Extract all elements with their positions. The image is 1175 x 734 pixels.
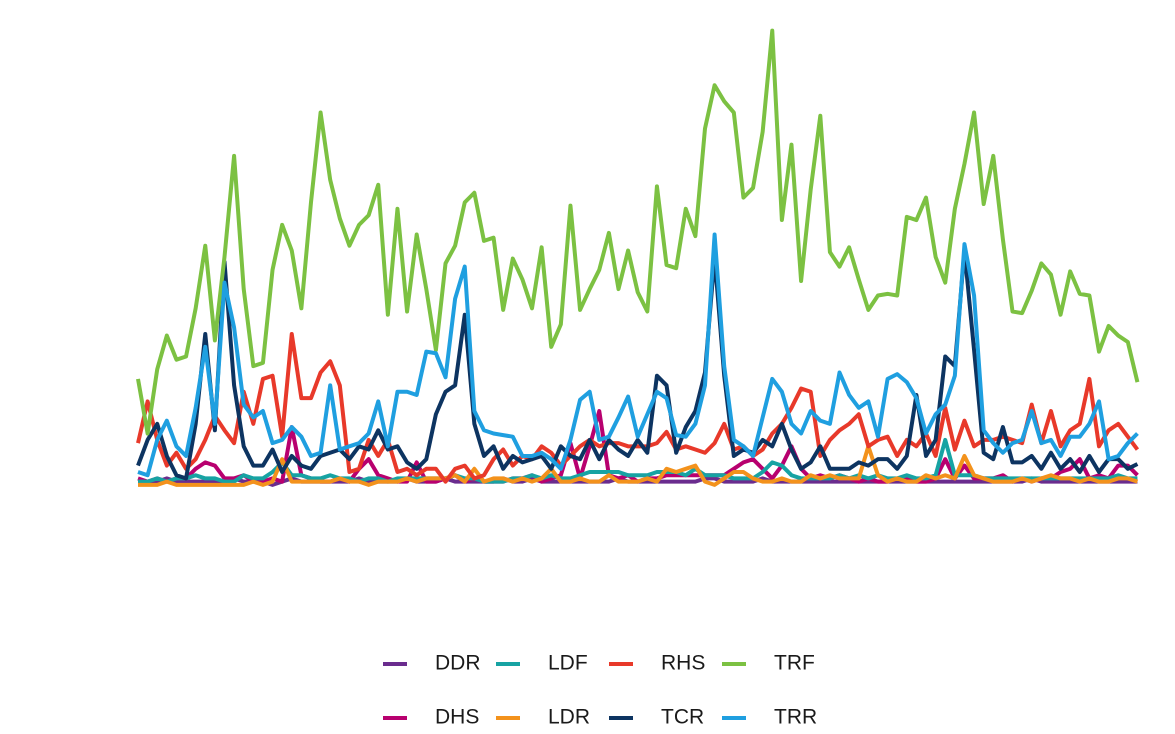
plot-area xyxy=(136,28,1140,487)
legend: DDR DHS LDF LDR RHS TCR TRF TRR xyxy=(383,652,817,729)
series-line xyxy=(138,444,1139,487)
series-line xyxy=(136,28,1140,436)
legend-label: LDF xyxy=(548,652,588,675)
series-line xyxy=(136,331,1140,484)
legend-label: RHS xyxy=(661,652,705,675)
series-line xyxy=(136,248,1139,481)
legend-label: DDR xyxy=(435,652,481,675)
legend-label: DHS xyxy=(435,706,479,729)
legend-label: LDR xyxy=(548,706,590,729)
legend-label: TRF xyxy=(774,652,815,675)
legend-label: TCR xyxy=(661,706,704,729)
legend-label: TRR xyxy=(774,706,817,729)
series-line xyxy=(137,232,1139,478)
series-line xyxy=(138,437,1138,484)
